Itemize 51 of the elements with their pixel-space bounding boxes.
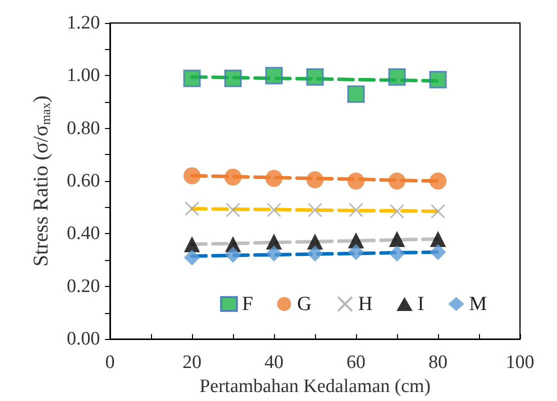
point <box>184 236 200 252</box>
x-tick-label: 0 <box>105 352 115 374</box>
legend-label: F <box>242 293 254 315</box>
point <box>348 172 364 190</box>
point <box>388 68 406 86</box>
y-tick-label: 0.60 <box>66 170 100 192</box>
point <box>224 70 242 88</box>
point <box>430 204 446 219</box>
y-tick-label: 0.80 <box>66 118 100 139</box>
point <box>306 68 324 86</box>
point <box>390 204 404 219</box>
legend-label: I <box>418 293 424 315</box>
point <box>184 201 200 216</box>
point <box>224 168 242 186</box>
point <box>389 245 405 262</box>
legend-label: G <box>297 293 312 315</box>
point <box>226 202 240 218</box>
point <box>306 171 324 188</box>
x-tick-label: 40 <box>264 352 284 374</box>
point <box>184 249 200 266</box>
y-tick-label: 1.20 <box>66 12 100 34</box>
point <box>265 66 283 84</box>
point <box>430 244 446 260</box>
y-tick-label: 1.00 <box>66 65 100 86</box>
point <box>429 70 447 88</box>
point <box>308 202 322 218</box>
point <box>388 172 406 190</box>
point <box>266 245 282 262</box>
legend-label: M <box>469 293 488 315</box>
point <box>266 202 282 218</box>
x-tick-label: 80 <box>428 352 448 374</box>
point <box>183 70 201 88</box>
point <box>225 246 241 263</box>
x-axis-title: Pertambahan Kedalaman (cm) <box>199 376 431 397</box>
point <box>348 202 364 218</box>
x-tick-label: 20 <box>182 352 202 374</box>
y-tick-label: 0.20 <box>66 276 100 297</box>
point <box>389 231 405 247</box>
x-tick-label: 100 <box>506 352 534 374</box>
point <box>266 170 282 187</box>
y-axis-title: Stress Ratio (σ/σmax) <box>28 96 53 267</box>
y-tick-label: 0.00 <box>66 328 100 350</box>
y-tick-label: 0.40 <box>66 223 100 244</box>
point <box>430 231 446 247</box>
x-tick-label: 60 <box>346 352 366 374</box>
legend-label: H <box>358 293 373 315</box>
point <box>347 85 365 103</box>
point <box>430 172 446 190</box>
point <box>307 245 323 262</box>
point <box>184 167 200 184</box>
point <box>348 244 364 260</box>
